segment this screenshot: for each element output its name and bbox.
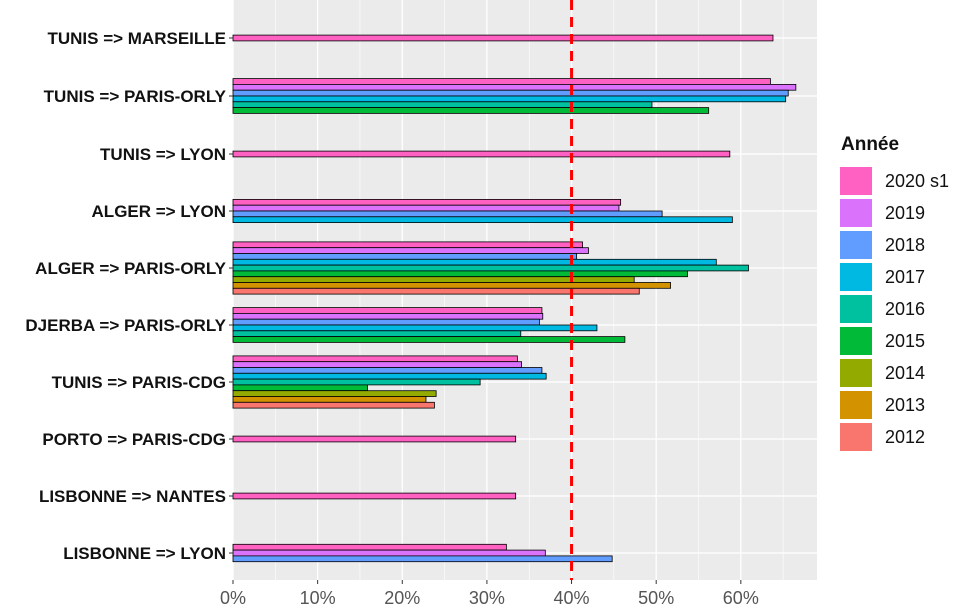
bar xyxy=(232,270,688,278)
bar xyxy=(232,318,540,326)
bar xyxy=(232,549,546,557)
bar xyxy=(232,361,523,368)
bar xyxy=(232,258,717,266)
x-tick-label: 40% xyxy=(554,588,590,608)
x-tick-label: 30% xyxy=(469,588,505,608)
legend-label: 2016 xyxy=(885,299,925,319)
legend-swatch xyxy=(840,199,872,227)
bar xyxy=(232,78,771,85)
bar xyxy=(232,34,774,42)
category-label: TUNIS => PARIS-CDG xyxy=(52,373,226,392)
bar xyxy=(232,324,598,332)
x-tick-label: 60% xyxy=(723,588,759,608)
legend-swatch xyxy=(840,391,872,419)
bar xyxy=(232,543,507,551)
bar xyxy=(232,336,626,343)
legend-swatch xyxy=(840,423,872,451)
category-label: ALGER => PARIS-ORLY xyxy=(35,259,226,278)
bar xyxy=(232,435,517,443)
bar xyxy=(232,210,663,218)
x-tick-label: 10% xyxy=(300,588,336,608)
category-label: PORTO => PARIS-CDG xyxy=(42,430,226,449)
category-label: DJERBA => PARIS-ORLY xyxy=(25,316,226,335)
legend-swatch xyxy=(840,263,872,291)
legend-swatch xyxy=(840,231,872,259)
bar xyxy=(232,312,544,320)
legend-label: 2018 xyxy=(885,235,925,255)
bar xyxy=(232,253,578,260)
bar xyxy=(232,384,368,392)
bar xyxy=(232,555,613,563)
bar xyxy=(232,396,427,403)
bar xyxy=(232,367,543,374)
category-label: TUNIS => MARSEILLE xyxy=(47,29,226,48)
bar xyxy=(232,101,653,109)
bar xyxy=(232,204,620,212)
legend-swatch xyxy=(840,327,872,355)
bar xyxy=(232,355,518,363)
category-label: TUNIS => PARIS-ORLY xyxy=(44,87,227,106)
bar xyxy=(232,282,671,289)
bar xyxy=(232,287,640,295)
bar xyxy=(232,107,710,114)
category-label: TUNIS => LYON xyxy=(100,145,226,164)
category-label: ALGER => LYON xyxy=(92,202,226,221)
legend-title: Année xyxy=(841,134,899,155)
y-axis: TUNIS => MARSEILLE TUNIS => PARIS-ORLY TUN… xyxy=(25,29,233,563)
legend-label: 2014 xyxy=(885,363,925,383)
legend-label: 2012 xyxy=(885,427,925,447)
bar xyxy=(232,198,622,206)
bar xyxy=(232,390,437,397)
bar xyxy=(232,401,435,409)
bar xyxy=(232,247,589,254)
bar xyxy=(232,276,635,283)
bar xyxy=(232,330,522,337)
legend-label: 2020 s1 xyxy=(885,171,949,191)
legend-swatch xyxy=(840,295,872,323)
bar xyxy=(232,492,517,500)
x-tick-label: 0% xyxy=(220,588,246,608)
legend-swatch xyxy=(840,167,872,195)
bar xyxy=(232,307,543,314)
bar xyxy=(232,95,787,103)
bars xyxy=(232,34,797,563)
legend-label: 2019 xyxy=(885,203,925,223)
x-tick-label: 50% xyxy=(638,588,674,608)
bar xyxy=(232,241,583,249)
bar xyxy=(232,378,481,386)
bar xyxy=(232,89,789,97)
legend-swatch xyxy=(840,359,872,387)
x-axis: 0% 10% 20% 30% 40% 50% 60% xyxy=(220,580,759,608)
legend-label: 2015 xyxy=(885,331,925,351)
bar xyxy=(232,216,733,224)
legend-label: 2017 xyxy=(885,267,925,287)
bar xyxy=(232,264,749,272)
category-label: LISBONNE => NANTES xyxy=(39,487,226,506)
x-tick-label: 20% xyxy=(384,588,420,608)
bar xyxy=(232,372,547,380)
bar xyxy=(232,150,731,158)
bar xyxy=(232,84,797,91)
category-label: LISBONNE => LYON xyxy=(63,544,226,563)
legend-label: 2013 xyxy=(885,395,925,415)
legend: Année 2020 s1 2019 2018 2017 2016 2015 2014 2013… xyxy=(840,134,949,451)
